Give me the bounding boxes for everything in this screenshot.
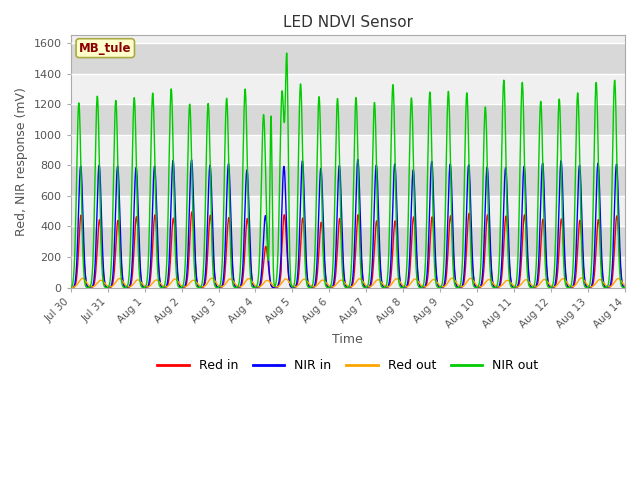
NIR in: [163, 282, 171, 288]
Red in: [188, 209, 196, 215]
Title: LED NDVI Sensor: LED NDVI Sensor: [283, 15, 413, 30]
Bar: [70, 196, 625, 227]
NIR out: [304, 284, 312, 289]
Red out: [577, 275, 585, 281]
Line: Red in: Red in: [70, 212, 625, 288]
Red out: [67, 285, 74, 290]
NIR in: [621, 285, 629, 290]
X-axis label: Time: Time: [332, 333, 364, 346]
NIR in: [551, 283, 559, 289]
Bar: [70, 135, 625, 165]
Line: NIR in: NIR in: [70, 159, 625, 288]
NIR out: [280, 108, 287, 114]
Red out: [130, 280, 138, 286]
Red out: [621, 283, 629, 288]
NIR in: [354, 156, 362, 162]
Line: Red out: Red out: [70, 278, 625, 288]
Red in: [130, 249, 138, 254]
NIR out: [551, 260, 559, 265]
Red out: [611, 280, 618, 286]
Bar: [70, 227, 625, 257]
Red out: [280, 278, 287, 284]
Red out: [163, 284, 171, 289]
Bar: [70, 104, 625, 135]
NIR out: [251, 285, 259, 290]
NIR in: [280, 169, 287, 175]
Red in: [621, 285, 629, 290]
NIR out: [283, 50, 291, 56]
Text: MB_tule: MB_tule: [79, 42, 132, 55]
Red out: [303, 278, 311, 284]
Y-axis label: Red, NIR response (mV): Red, NIR response (mV): [15, 87, 28, 236]
NIR in: [130, 211, 138, 217]
NIR in: [303, 274, 311, 279]
NIR out: [621, 285, 629, 290]
NIR in: [67, 285, 74, 290]
NIR out: [130, 97, 138, 103]
Legend: Red in, NIR in, Red out, NIR out: Red in, NIR in, Red out, NIR out: [152, 354, 543, 377]
NIR out: [611, 78, 618, 84]
Red in: [67, 285, 74, 290]
Bar: [70, 165, 625, 196]
Bar: [70, 257, 625, 288]
Bar: [70, 73, 625, 104]
NIR out: [163, 257, 171, 263]
Red out: [550, 284, 558, 289]
Line: NIR out: NIR out: [70, 53, 625, 288]
NIR in: [611, 210, 618, 216]
Red in: [611, 249, 618, 254]
NIR out: [67, 285, 74, 290]
Red in: [303, 277, 311, 283]
Red in: [163, 284, 171, 289]
Red in: [280, 217, 287, 223]
Red in: [551, 284, 559, 290]
Bar: [70, 43, 625, 73]
